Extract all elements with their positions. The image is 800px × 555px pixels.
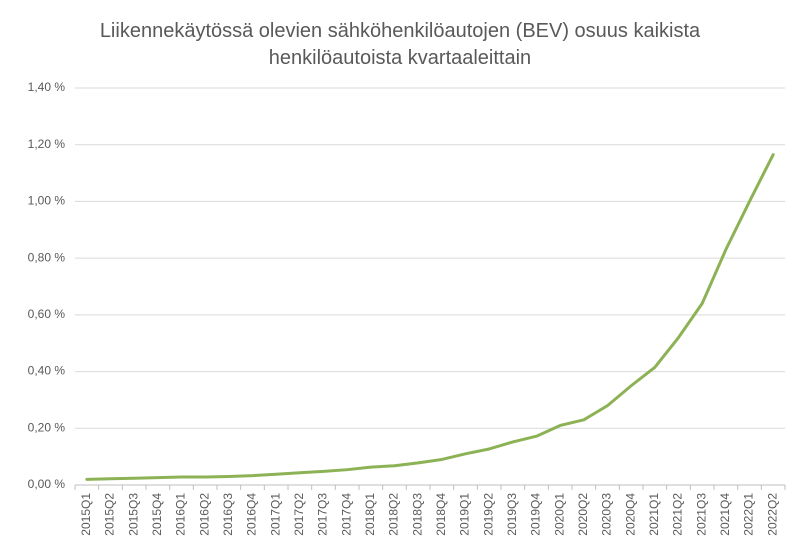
x-tick-label: 2018Q4 [434, 493, 448, 536]
x-tick-label: 2019Q1 [458, 493, 472, 536]
x-tick-label: 2018Q3 [410, 493, 424, 536]
x-tick-label: 2020Q1 [552, 493, 566, 536]
x-tick-label: 2015Q2 [103, 493, 117, 536]
x-tick-label: 2016Q2 [197, 493, 211, 536]
x-tick-label: 2017Q4 [339, 493, 353, 536]
x-tick-label: 2019Q4 [529, 493, 543, 536]
data-line [85, 153, 775, 481]
y-tick-label: 0,60 % [28, 307, 66, 321]
x-tick-label: 2020Q3 [600, 493, 614, 536]
y-tick-label: 0,20 % [28, 420, 66, 434]
x-tick-label: 2022Q1 [742, 493, 756, 536]
x-tick-label: 2017Q1 [268, 493, 282, 536]
x-tick-label: 2015Q3 [126, 493, 140, 536]
y-tick-label: 1,00 % [28, 194, 66, 208]
x-tick-label: 2021Q2 [671, 493, 685, 536]
y-tick-label: 1,20 % [28, 137, 66, 151]
x-tick-label: 2020Q4 [623, 493, 637, 536]
x-tick-label: 2017Q3 [316, 493, 330, 536]
x-tick-label: 2020Q2 [576, 493, 590, 536]
y-tick-label: 1,40 % [28, 80, 66, 94]
x-tick-label: 2019Q2 [481, 493, 495, 536]
y-tick-label: 0,40 % [28, 364, 66, 378]
x-tick-label: 2016Q4 [245, 493, 259, 536]
chart-title: Liikennekäytössä olevien sähköhenkilöaut… [99, 20, 701, 69]
x-tick-label: 2016Q1 [174, 493, 188, 536]
x-tick-label: 2022Q2 [765, 493, 779, 536]
y-tick-label: 0,80 % [28, 250, 66, 264]
x-tick-label: 2017Q2 [292, 493, 306, 536]
x-tick-label: 2018Q1 [363, 493, 377, 536]
x-tick-label: 2016Q3 [221, 493, 235, 536]
x-tick-label: 2019Q3 [505, 493, 519, 536]
y-tick-label: 0,00 % [28, 477, 66, 491]
x-tick-label: 2015Q4 [150, 493, 164, 536]
x-tick-label: 2021Q1 [647, 493, 661, 536]
x-tick-label: 2015Q1 [79, 493, 93, 536]
x-tick-label: 2021Q4 [718, 493, 732, 536]
x-tick-label: 2018Q2 [387, 493, 401, 536]
x-tick-label: 2021Q3 [694, 493, 708, 536]
